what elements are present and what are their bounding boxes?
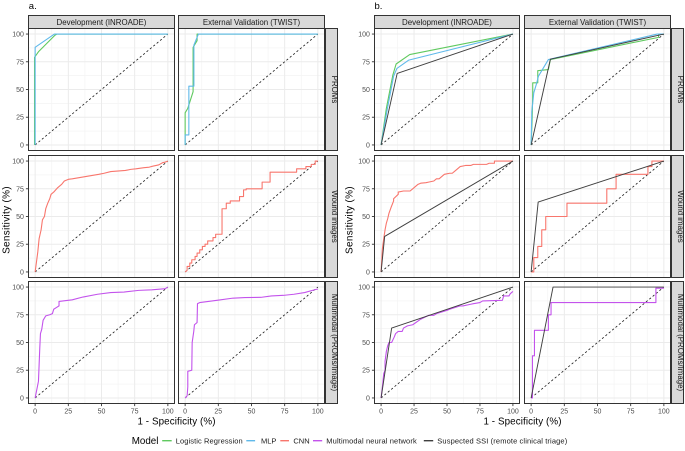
svg-text:75: 75 (627, 409, 635, 416)
svg-text:Sensitivity (%): Sensitivity (%) (345, 186, 356, 254)
svg-text:50: 50 (248, 409, 256, 416)
svg-text:100: 100 (358, 32, 370, 39)
svg-text:a.: a. (29, 1, 37, 12)
svg-text:0: 0 (20, 395, 24, 402)
svg-text:25: 25 (560, 409, 568, 416)
svg-text:Wound images: Wound images (676, 190, 685, 243)
svg-text:Sensitivity (%): Sensitivity (%) (1, 186, 12, 254)
svg-text:75: 75 (16, 59, 24, 66)
svg-text:25: 25 (16, 115, 24, 122)
svg-text:75: 75 (362, 59, 370, 66)
svg-text:50: 50 (16, 340, 24, 347)
svg-text:50: 50 (16, 87, 24, 94)
svg-text:b.: b. (375, 1, 383, 12)
svg-text:Logistic Regression: Logistic Regression (176, 436, 243, 445)
svg-text:0: 0 (529, 409, 533, 416)
svg-text:100: 100 (658, 409, 670, 416)
svg-text:Multimodal neural network: Multimodal neural network (326, 436, 417, 445)
svg-text:0: 0 (20, 142, 24, 149)
svg-text:50: 50 (362, 214, 370, 221)
svg-text:CNN: CNN (293, 436, 309, 445)
svg-text:100: 100 (312, 409, 324, 416)
svg-text:50: 50 (443, 409, 451, 416)
svg-text:75: 75 (131, 409, 139, 416)
svg-text:Suspected SSI (remote clinical: Suspected SSI (remote clinical triage) (437, 436, 567, 445)
svg-text:100: 100 (12, 285, 24, 292)
svg-text:0: 0 (183, 409, 187, 416)
svg-text:25: 25 (362, 368, 370, 375)
svg-text:100: 100 (12, 159, 24, 166)
svg-text:25: 25 (64, 409, 72, 416)
svg-text:75: 75 (476, 409, 484, 416)
svg-text:MLP: MLP (261, 436, 276, 445)
svg-text:50: 50 (362, 340, 370, 347)
svg-text:100: 100 (358, 159, 370, 166)
svg-text:50: 50 (594, 409, 602, 416)
svg-text:0: 0 (379, 409, 383, 416)
svg-text:100: 100 (507, 409, 519, 416)
svg-text:Multimodal (PROMs/Image): Multimodal (PROMs/Image) (330, 294, 339, 392)
svg-text:25: 25 (362, 242, 370, 249)
svg-text:1 - Specificity (%): 1 - Specificity (%) (137, 416, 215, 427)
svg-text:25: 25 (362, 115, 370, 122)
svg-text:External Validation (TWIST): External Validation (TWIST) (549, 18, 647, 27)
svg-text:75: 75 (281, 409, 289, 416)
svg-text:25: 25 (16, 242, 24, 249)
svg-text:Model: Model (132, 436, 159, 446)
svg-text:0: 0 (33, 409, 37, 416)
svg-text:50: 50 (98, 409, 106, 416)
svg-text:100: 100 (358, 285, 370, 292)
svg-text:75: 75 (362, 312, 370, 319)
svg-text:100: 100 (12, 32, 24, 39)
svg-text:50: 50 (16, 214, 24, 221)
svg-text:25: 25 (16, 368, 24, 375)
svg-text:Wound images: Wound images (330, 190, 339, 243)
svg-text:0: 0 (20, 269, 24, 276)
svg-text:0: 0 (366, 142, 370, 149)
svg-text:Multimodal (PROMs/Image): Multimodal (PROMs/Image) (676, 294, 685, 392)
svg-text:1 - Specificity (%): 1 - Specificity (%) (483, 416, 561, 427)
svg-text:0: 0 (366, 269, 370, 276)
svg-text:100: 100 (162, 409, 174, 416)
svg-text:75: 75 (362, 186, 370, 193)
svg-text:Development (INROADE): Development (INROADE) (402, 18, 492, 27)
svg-text:External Validation (TWIST): External Validation (TWIST) (203, 18, 301, 27)
svg-text:25: 25 (410, 409, 418, 416)
svg-text:25: 25 (214, 409, 222, 416)
svg-text:50: 50 (362, 87, 370, 94)
svg-text:0: 0 (366, 395, 370, 402)
svg-text:Development (INROADE): Development (INROADE) (57, 18, 147, 27)
svg-text:75: 75 (16, 312, 24, 319)
svg-text:PROMs: PROMs (330, 76, 339, 104)
svg-text:75: 75 (16, 186, 24, 193)
svg-text:PROMs: PROMs (676, 76, 685, 104)
